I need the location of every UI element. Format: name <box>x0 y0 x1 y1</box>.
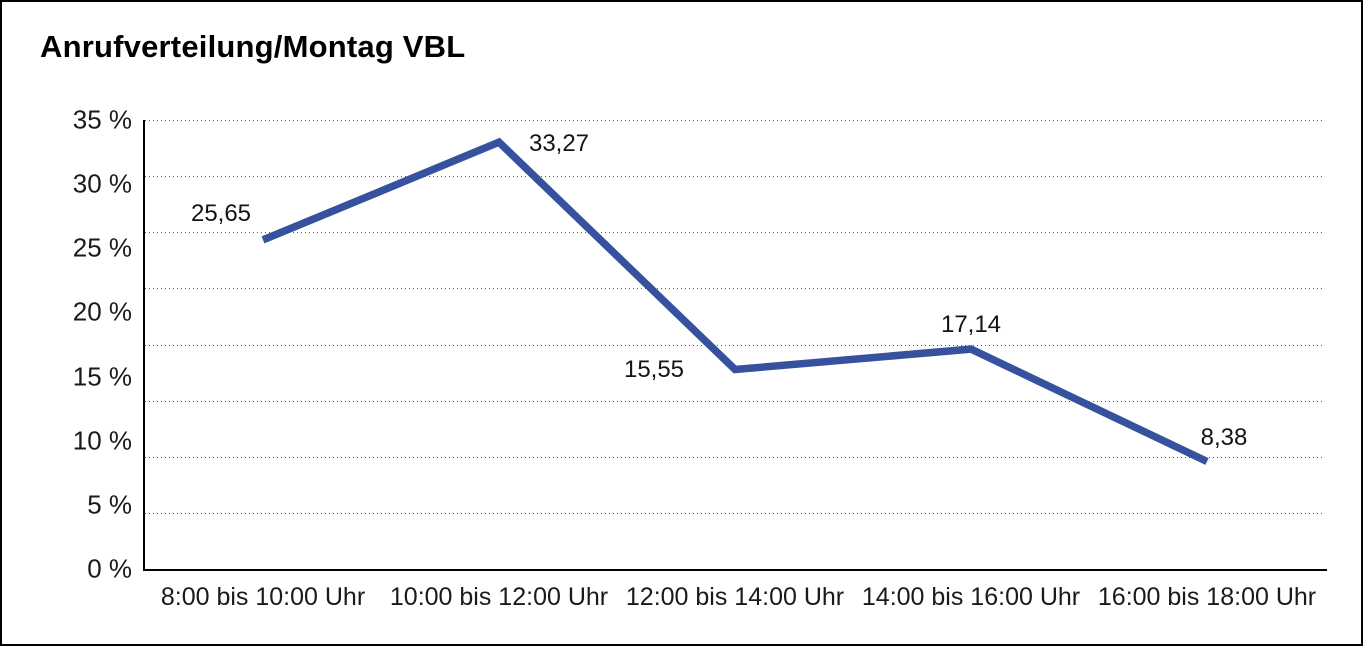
y-tick-label: 35 % <box>72 104 132 135</box>
plot-area: 25,65 33,27 15,55 17,14 8,38 <box>143 120 1327 571</box>
gridline <box>145 456 1325 458</box>
x-category-label: 16:00 bis 18:00 Uhr <box>1097 583 1317 611</box>
y-axis: 35 % 30 % 25 % 20 % 15 % 10 % 5 % 0 % <box>2 105 132 584</box>
gridline <box>145 400 1325 402</box>
y-tick-label: 5 % <box>87 489 132 520</box>
x-axis-line <box>143 569 1327 571</box>
x-category-label: 10:00 bis 12:00 Uhr <box>389 583 609 611</box>
data-point-label: 8,38 <box>1200 424 1248 452</box>
data-point-label: 25,65 <box>190 199 252 227</box>
x-category-label: 12:00 bis 14:00 Uhr <box>625 583 845 611</box>
data-line <box>261 137 1209 465</box>
y-axis-line <box>143 120 145 571</box>
y-tick-label: 15 % <box>72 361 132 392</box>
data-point-label: 17,14 <box>940 311 1002 339</box>
gridline <box>145 176 1325 178</box>
y-tick-label: 30 % <box>72 168 132 199</box>
data-point-label: 15,55 <box>623 355 685 383</box>
line-series-svg <box>261 137 1209 465</box>
y-tick-label: 0 % <box>87 553 132 584</box>
y-tick-label: 20 % <box>72 296 132 327</box>
x-axis: 8:00 bis 10:00 Uhr 10:00 bis 12:00 Uhr 12:… <box>145 569 1325 619</box>
x-category-label: 8:00 bis 10:00 Uhr <box>160 583 366 611</box>
gridline <box>145 344 1325 346</box>
x-category-label: 14:00 bis 16:00 Uhr <box>861 583 1081 611</box>
y-tick-label: 25 % <box>72 232 132 263</box>
y-tick-label: 10 % <box>72 425 132 456</box>
gridline <box>145 120 1325 121</box>
data-point-label: 33,27 <box>528 130 590 158</box>
gridline <box>145 512 1325 514</box>
chart-title: Anrufverteilung/Montag VBL <box>40 29 466 64</box>
gridline <box>145 288 1325 290</box>
gridline <box>145 232 1325 234</box>
